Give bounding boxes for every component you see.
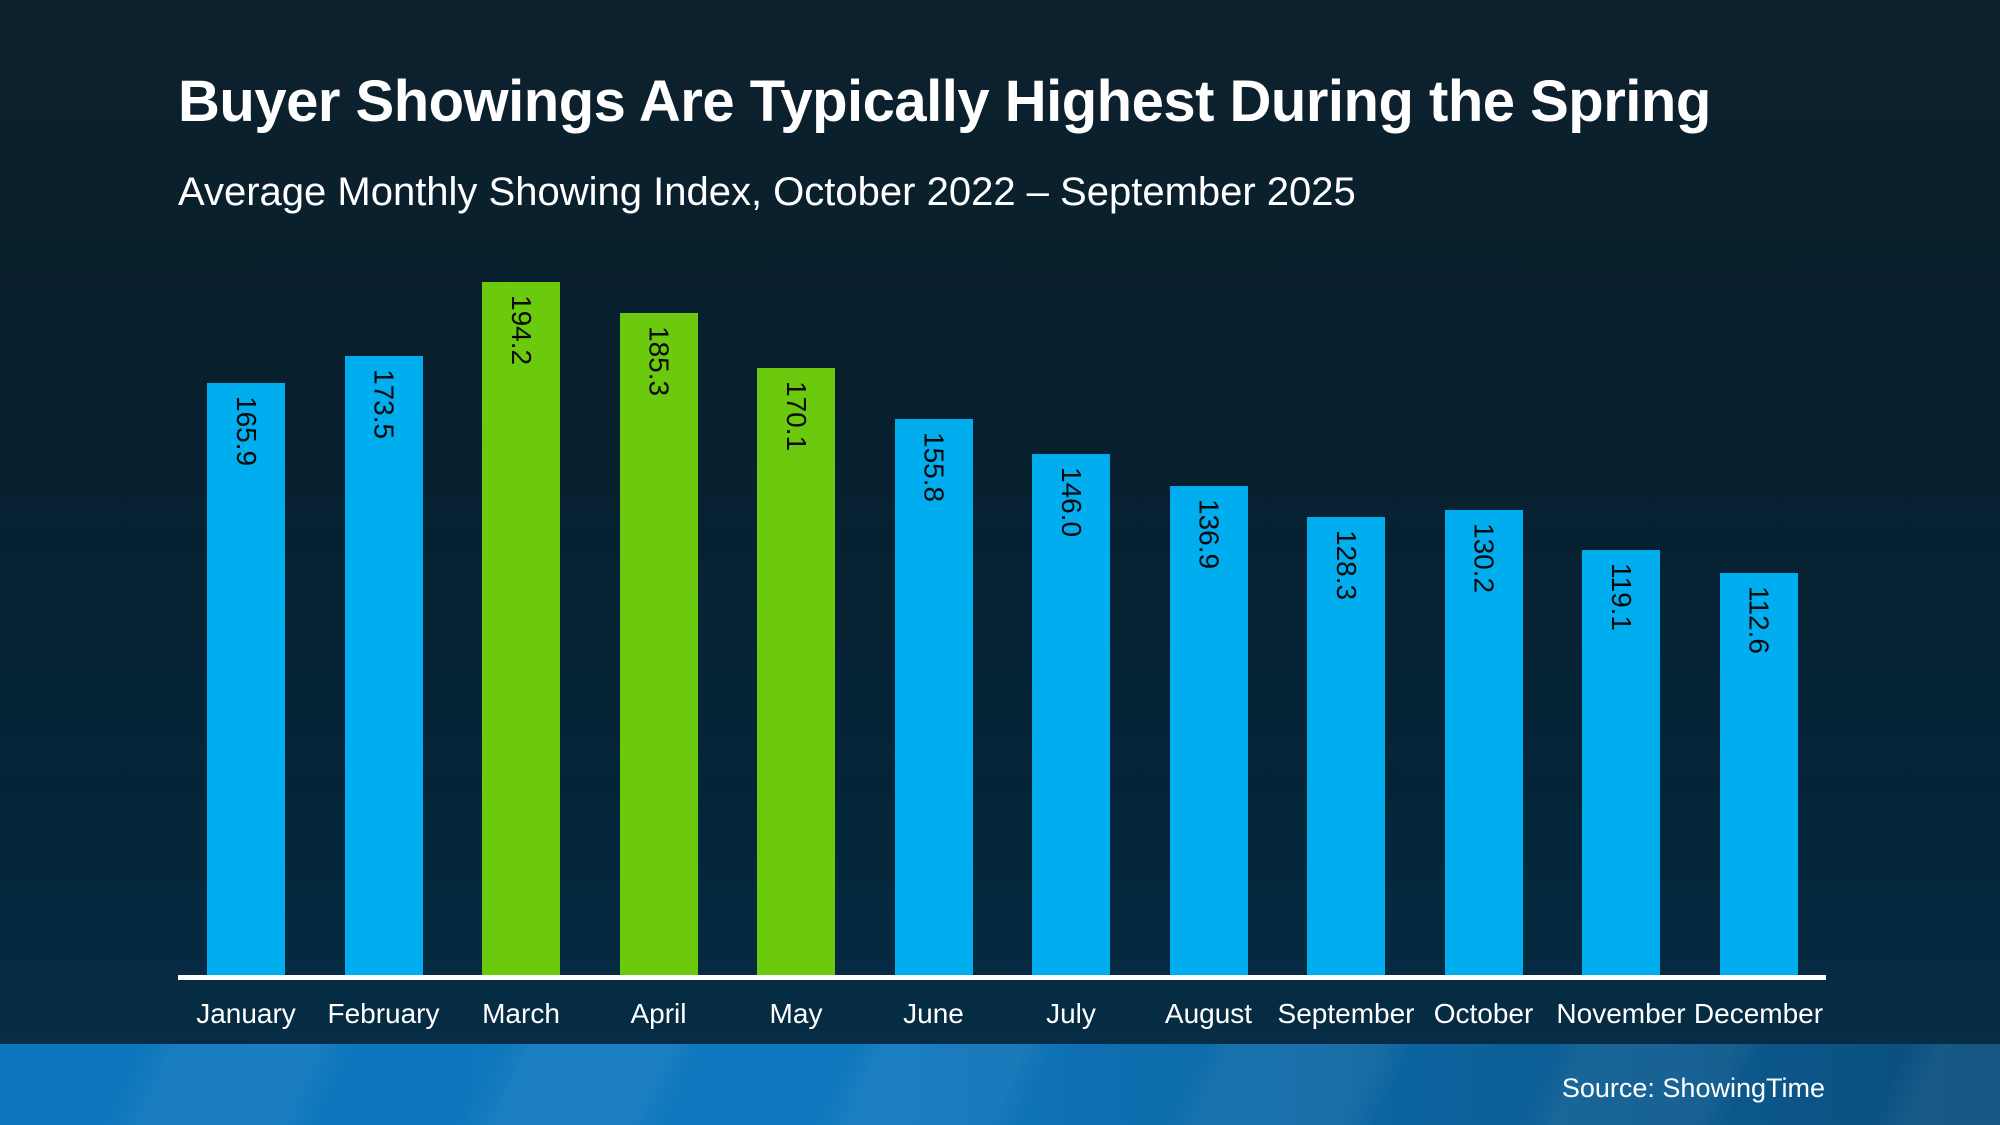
- footer-strip: Source: ShowingTime: [0, 1044, 2000, 1125]
- bar-february: 173.5: [344, 356, 423, 975]
- bar-august: 136.9: [1169, 486, 1248, 975]
- bar-march: 194.2: [482, 282, 560, 975]
- axis-label-july: July: [1046, 998, 1096, 1029]
- axis-label-may: May: [769, 998, 823, 1029]
- bar-value-label-september: 128.3: [1331, 530, 1362, 601]
- bar-value-label-february: 173.5: [368, 369, 400, 440]
- bar-december: 112.6: [1719, 573, 1798, 975]
- axis-label-september: September: [1277, 998, 1415, 1029]
- chart-title: Buyer Showings Are Typically Highest Dur…: [178, 69, 1711, 134]
- bar-value-label-august: 136.9: [1193, 499, 1225, 570]
- bar-value-label-december: 112.6: [1743, 586, 1775, 654]
- bar-value-label-april: 185.3: [643, 326, 675, 397]
- axis-label-august: August: [1164, 998, 1253, 1029]
- axis-label-april: April: [630, 998, 687, 1029]
- axis-label-january: January: [196, 998, 296, 1029]
- bar-value-label-march: 194.2: [506, 295, 537, 366]
- source-attribution: Source: ShowingTime: [1561, 1072, 1825, 1103]
- chart-subtitle: Average Monthly Showing Index, October 2…: [178, 170, 1356, 214]
- bar-april: 185.3: [619, 313, 698, 975]
- x-axis-line: [178, 975, 1826, 980]
- bar-value-label-october: 130.2: [1468, 523, 1500, 594]
- bar-september: 128.3: [1307, 517, 1385, 975]
- bar-value-label-july: 146.0: [1056, 467, 1087, 538]
- bar-may: 170.1: [757, 368, 835, 975]
- bar-value-label-may: 170.1: [781, 381, 812, 452]
- axis-label-june: June: [903, 998, 964, 1029]
- bar-value-label-november: 119.1: [1606, 563, 1637, 631]
- axis-label-march: March: [482, 998, 560, 1029]
- bar-value-label-january: 165.9: [231, 396, 262, 467]
- bar-january: 165.9: [207, 383, 285, 975]
- bar-november: 119.1: [1582, 550, 1660, 975]
- bar-july: 146.0: [1032, 454, 1110, 975]
- axis-label-february: February: [327, 998, 440, 1029]
- axis-label-november: November: [1556, 998, 1686, 1029]
- axis-label-december: December: [1693, 998, 1824, 1029]
- bar-value-label-june: 155.8: [918, 432, 950, 503]
- bar-october: 130.2: [1444, 510, 1523, 975]
- axis-label-october: October: [1433, 998, 1534, 1029]
- bar-june: 155.8: [894, 419, 973, 975]
